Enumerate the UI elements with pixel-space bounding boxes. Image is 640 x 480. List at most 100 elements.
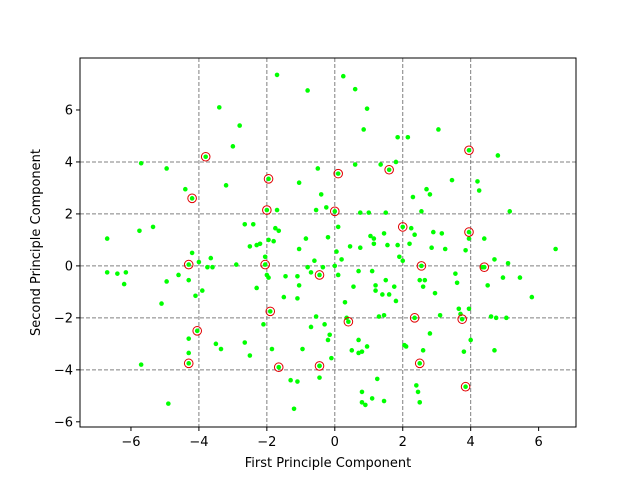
data-point: [325, 235, 331, 240]
highlighted-point-ring: [329, 206, 340, 217]
data-point: [349, 348, 355, 353]
data-point: [276, 228, 282, 234]
data-point: [261, 322, 266, 327]
data-point: [361, 127, 366, 132]
data-point: [138, 160, 144, 166]
data-point: [332, 263, 338, 269]
data-point: [442, 246, 448, 252]
highlighted-point-ring: [464, 145, 474, 156]
data-point: [315, 166, 321, 171]
highlighted-point-ring: [260, 259, 270, 270]
data-point: [369, 396, 375, 401]
data-point: [408, 225, 414, 231]
data-point: [383, 210, 389, 215]
highlighted-point-ring: [460, 381, 471, 392]
data-point: [186, 277, 192, 283]
data-point: [529, 294, 535, 300]
data-point: [308, 270, 314, 275]
x-tick-label: 0: [331, 435, 339, 450]
data-point: [313, 207, 319, 213]
data-point: [159, 301, 164, 306]
data-point: [329, 355, 334, 361]
data-point: [274, 207, 280, 213]
highlighted-point: [346, 319, 351, 325]
data-point: [352, 86, 358, 92]
data-points: [104, 72, 558, 412]
data-point: [138, 362, 144, 367]
data-point: [369, 268, 375, 274]
data-point: [466, 306, 472, 312]
data-point: [216, 105, 222, 110]
highlighted-point-ring: [343, 316, 354, 327]
data-point: [456, 306, 462, 312]
data-point: [295, 273, 300, 279]
highlighted-point-ring: [416, 261, 427, 271]
data-point: [357, 210, 363, 215]
data-point: [291, 406, 297, 412]
data-point: [439, 231, 445, 236]
data-point: [273, 225, 278, 231]
data-point: [357, 245, 363, 250]
highlighted-point-ring: [192, 326, 203, 336]
highlighted-point-ring: [384, 164, 394, 175]
x-tick-label: −2: [257, 435, 276, 450]
data-point: [374, 376, 380, 382]
data-point: [104, 236, 110, 241]
data-point: [312, 258, 317, 263]
highlighted-point-ring: [263, 174, 274, 184]
data-point: [274, 72, 280, 78]
data-point: [247, 353, 253, 358]
data-point: [183, 186, 188, 192]
highlighted-point: [186, 361, 192, 366]
highlighted-point-ring: [414, 358, 425, 369]
data-point: [385, 242, 390, 248]
data-point: [373, 288, 378, 293]
data-point: [242, 340, 248, 345]
data-point: [397, 254, 402, 260]
data-point: [121, 281, 127, 287]
data-point: [104, 270, 110, 275]
y-tick-label: −4: [54, 363, 73, 378]
data-point: [431, 229, 436, 235]
y-tick-label: 6: [65, 103, 73, 118]
highlighted-point-ring: [314, 361, 325, 371]
data-point: [364, 344, 370, 349]
data-point: [313, 314, 319, 319]
data-point: [254, 285, 259, 291]
data-point: [300, 346, 305, 352]
data-point: [266, 275, 271, 280]
data-point: [373, 283, 378, 288]
highlighted-point-ring: [479, 262, 490, 272]
y-tick-label: −2: [54, 311, 73, 326]
x-tick-label: 4: [467, 435, 475, 450]
data-point: [303, 236, 309, 241]
data-point: [223, 183, 229, 188]
data-point: [400, 258, 406, 263]
highlighted-point: [335, 171, 341, 176]
data-point: [468, 337, 473, 343]
data-point: [305, 88, 310, 93]
data-point: [325, 337, 331, 343]
data-point: [381, 312, 387, 318]
data-point: [505, 260, 511, 266]
highlighted-point: [276, 364, 282, 370]
data-point: [164, 279, 169, 284]
data-point: [324, 205, 329, 210]
data-point: [213, 341, 219, 347]
data-point: [461, 349, 467, 354]
data-point: [391, 284, 397, 289]
data-point: [334, 249, 339, 254]
data-point: [269, 346, 275, 352]
data-point: [164, 166, 169, 171]
grid: [80, 58, 576, 427]
data-point: [500, 275, 506, 280]
data-point: [495, 153, 501, 158]
data-point: [359, 349, 365, 354]
data-point: [488, 314, 494, 319]
data-point: [327, 332, 332, 338]
data-point: [414, 383, 419, 388]
y-tick-label: 2: [65, 207, 73, 222]
plot-area-frame: [79, 57, 577, 428]
highlighted-point: [400, 224, 406, 230]
highlighted-point: [332, 209, 338, 214]
